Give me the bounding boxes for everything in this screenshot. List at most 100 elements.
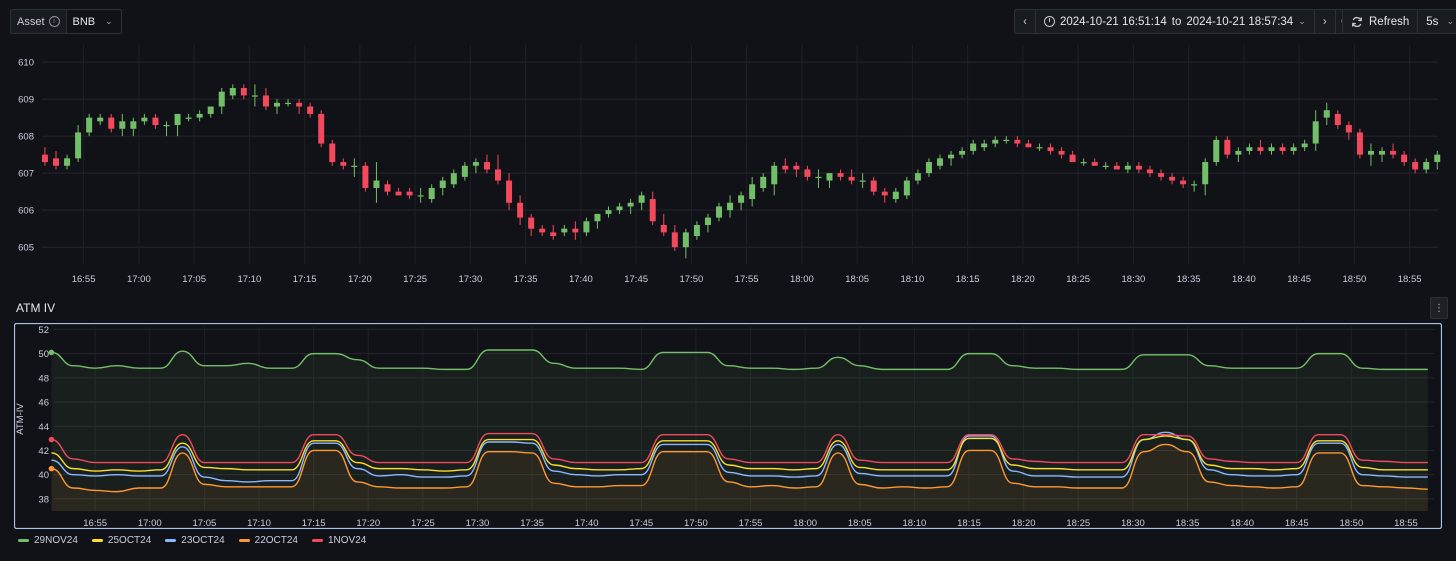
candle[interactable] <box>1191 180 1198 192</box>
candle[interactable] <box>903 176 910 200</box>
legend-item[interactable]: 22OCT24 <box>238 535 298 546</box>
candle[interactable] <box>749 176 756 207</box>
candle[interactable] <box>1224 136 1231 159</box>
legend-item[interactable]: 1NOV24 <box>312 535 366 546</box>
candle[interactable] <box>638 191 645 211</box>
candle[interactable] <box>1091 158 1098 166</box>
candle[interactable] <box>716 202 723 222</box>
candle[interactable] <box>782 158 789 174</box>
candle[interactable] <box>1434 150 1441 170</box>
candle[interactable] <box>351 158 358 177</box>
candle[interactable] <box>406 187 413 200</box>
candle[interactable] <box>837 169 844 181</box>
candle[interactable] <box>1135 162 1142 174</box>
candle[interactable] <box>1124 162 1131 174</box>
candle[interactable] <box>517 195 524 225</box>
candle[interactable] <box>594 213 601 229</box>
candle[interactable] <box>649 191 656 225</box>
refresh-button[interactable]: Refresh <box>1343 10 1419 33</box>
candle[interactable] <box>362 162 369 192</box>
candle[interactable] <box>771 162 778 196</box>
candle[interactable] <box>472 158 479 174</box>
panel-menu-button[interactable]: ⋮ <box>1430 297 1448 319</box>
candle[interactable] <box>1390 143 1397 159</box>
candle[interactable] <box>495 154 502 185</box>
candle[interactable] <box>1246 143 1253 155</box>
candle[interactable] <box>119 113 126 137</box>
candle[interactable] <box>428 184 435 203</box>
candle[interactable] <box>196 110 203 122</box>
series-line-25oct24[interactable] <box>51 435 1428 472</box>
asset-select[interactable]: BNB ⌄ <box>66 10 121 33</box>
candle[interactable] <box>572 221 579 240</box>
candle[interactable] <box>285 99 292 107</box>
candle[interactable] <box>229 84 236 100</box>
candle[interactable] <box>1014 136 1021 148</box>
series-line-29nov24[interactable] <box>51 349 1428 371</box>
candle[interactable] <box>52 150 59 170</box>
candle[interactable] <box>1323 102 1330 126</box>
candle[interactable] <box>1158 169 1165 181</box>
candle[interactable] <box>914 169 921 185</box>
candle[interactable] <box>251 84 258 107</box>
candle[interactable] <box>870 176 877 196</box>
candle[interactable] <box>1102 162 1109 170</box>
candle[interactable] <box>1367 143 1374 166</box>
candle[interactable] <box>848 169 855 185</box>
candlestick-chart[interactable]: 605 606 607 608 609 610 16:55 17:00 17:05 17:10 17… <box>8 37 1448 290</box>
candle[interactable] <box>1345 121 1352 140</box>
candle[interactable] <box>1025 139 1032 148</box>
candle[interactable] <box>826 173 833 188</box>
candle[interactable] <box>64 154 71 170</box>
atm-iv-line-chart[interactable]: 38 40 42 44 46 48 50 52 16:55 17:00 17:05 17:10 17:1… <box>14 323 1442 529</box>
candle[interactable] <box>384 180 391 196</box>
candle[interactable] <box>207 106 214 118</box>
candle[interactable] <box>682 228 689 259</box>
candle[interactable] <box>240 84 247 100</box>
candle[interactable] <box>583 217 590 237</box>
candle[interactable] <box>1301 139 1308 151</box>
candle[interactable] <box>1202 158 1209 196</box>
candle[interactable] <box>627 199 634 214</box>
candle[interactable] <box>1312 110 1319 151</box>
candle[interactable] <box>970 139 977 155</box>
candle[interactable] <box>1036 143 1043 151</box>
candle[interactable] <box>660 213 667 237</box>
candle[interactable] <box>307 102 314 118</box>
candle[interactable] <box>1235 147 1242 163</box>
candle[interactable] <box>925 158 932 177</box>
candle[interactable] <box>804 165 811 181</box>
candle[interactable] <box>1379 147 1386 163</box>
candle[interactable] <box>506 173 513 211</box>
candle[interactable] <box>340 158 347 170</box>
candle[interactable] <box>318 110 325 148</box>
candle[interactable] <box>1401 150 1408 166</box>
candle[interactable] <box>439 176 446 196</box>
candle[interactable] <box>1058 147 1065 159</box>
candle[interactable] <box>185 113 192 122</box>
candle[interactable] <box>329 139 336 166</box>
candle[interactable] <box>1069 150 1076 163</box>
candle[interactable] <box>75 125 82 163</box>
candle[interactable] <box>86 113 93 137</box>
candle[interactable] <box>1279 143 1286 155</box>
candle[interactable] <box>1290 143 1297 155</box>
candle[interactable] <box>1334 110 1341 129</box>
candle[interactable] <box>859 173 866 188</box>
candle[interactable] <box>1180 176 1187 188</box>
candle[interactable] <box>815 169 822 188</box>
candle[interactable] <box>738 191 745 211</box>
candle[interactable] <box>693 221 700 240</box>
candle[interactable] <box>152 113 159 129</box>
candle[interactable] <box>1080 158 1087 166</box>
candle[interactable] <box>130 117 137 137</box>
candle[interactable] <box>671 224 678 251</box>
candle[interactable] <box>605 206 612 218</box>
candle[interactable] <box>959 147 966 159</box>
candle[interactable] <box>1213 136 1220 166</box>
candle[interactable] <box>727 195 734 218</box>
candle[interactable] <box>892 187 899 203</box>
candle[interactable] <box>141 113 148 126</box>
candle[interactable] <box>704 213 711 233</box>
candle[interactable] <box>395 187 402 196</box>
